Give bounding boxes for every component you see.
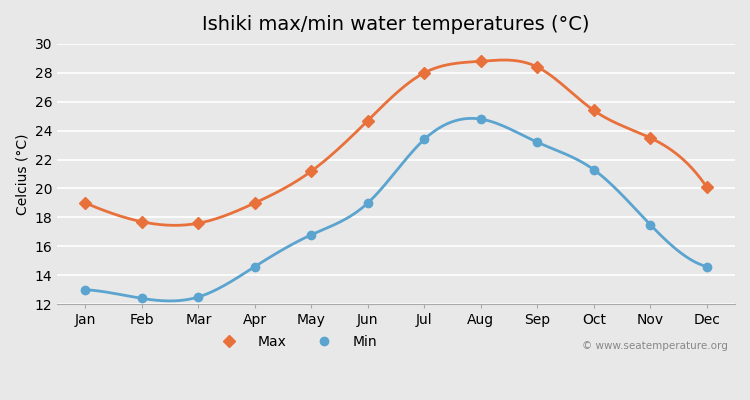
- Min: [251, 264, 260, 269]
- Min: [476, 117, 485, 122]
- Max: [251, 200, 260, 205]
- Min: [532, 140, 542, 145]
- Title: Ishiki max/min water temperatures (°C): Ishiki max/min water temperatures (°C): [202, 15, 590, 34]
- Min: [363, 200, 372, 205]
- Max: [81, 200, 90, 205]
- Max: [702, 185, 711, 190]
- Max: [590, 108, 598, 113]
- Min: [702, 264, 711, 269]
- Max: [532, 65, 542, 70]
- Min: [307, 232, 316, 237]
- Max: [363, 118, 372, 123]
- Text: © www.seatemperature.org: © www.seatemperature.org: [582, 341, 728, 351]
- Max: [646, 136, 655, 140]
- Line: Max: Max: [81, 57, 711, 227]
- Min: [590, 167, 598, 172]
- Max: [307, 169, 316, 174]
- Min: [646, 222, 655, 227]
- Max: [194, 221, 203, 226]
- Max: [137, 219, 146, 224]
- Min: [81, 287, 90, 292]
- Max: [420, 70, 429, 75]
- Min: [194, 294, 203, 299]
- Max: [476, 59, 485, 64]
- Y-axis label: Celcius (°C): Celcius (°C): [15, 133, 29, 215]
- Line: Min: Min: [81, 115, 711, 302]
- Min: [420, 137, 429, 142]
- Min: [137, 296, 146, 301]
- Legend: Max, Min: Max, Min: [206, 329, 383, 354]
